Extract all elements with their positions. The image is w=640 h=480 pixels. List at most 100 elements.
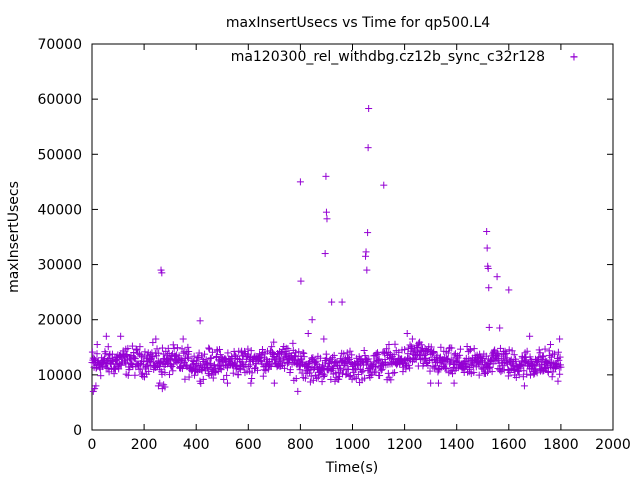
data-point	[309, 354, 317, 362]
data-point	[548, 373, 556, 381]
data-point	[546, 341, 554, 349]
data-point	[255, 357, 263, 365]
data-point	[211, 361, 219, 369]
data-point	[555, 356, 563, 364]
data-point	[220, 375, 228, 383]
x-tick-label: 1000	[335, 437, 371, 453]
data-point	[346, 372, 354, 380]
data-point	[510, 365, 518, 373]
data-point	[398, 346, 406, 354]
data-point	[426, 367, 434, 375]
data-point	[330, 363, 338, 371]
x-tick-label: 800	[287, 437, 314, 453]
data-point	[348, 351, 356, 359]
data-point	[300, 353, 308, 361]
data-point	[294, 387, 302, 395]
data-point	[143, 354, 151, 362]
data-point	[352, 375, 360, 383]
data-point	[320, 372, 328, 380]
data-point	[106, 357, 114, 365]
data-point	[343, 349, 351, 357]
data-point	[142, 362, 150, 370]
data-point	[197, 379, 205, 387]
data-point	[124, 371, 132, 379]
data-point	[153, 345, 161, 353]
y-axis-label: maxInsertUsecs	[6, 181, 22, 293]
data-point	[268, 343, 276, 351]
data-point	[185, 373, 193, 381]
data-point	[305, 359, 313, 367]
data-point	[200, 360, 208, 368]
data-point	[170, 360, 178, 368]
data-point	[270, 379, 278, 387]
legend-series-label: ma120300_rel_withdbg.cz12b_sync_c32r128	[231, 49, 545, 65]
data-point	[224, 349, 232, 357]
data-point	[93, 341, 101, 349]
data-point	[470, 368, 478, 376]
data-point	[512, 357, 520, 365]
data-point	[296, 178, 304, 186]
data-point	[434, 379, 442, 387]
data-point	[362, 252, 370, 260]
data-point	[554, 348, 562, 356]
data-point	[533, 357, 541, 365]
data-point	[184, 343, 192, 351]
data-point	[405, 355, 413, 363]
data-point	[500, 354, 508, 362]
x-tick-label: 400	[183, 437, 210, 453]
data-point	[363, 266, 371, 274]
data-point	[527, 356, 535, 364]
data-point	[171, 357, 179, 365]
y-tick-label: 20000	[37, 313, 82, 329]
data-point	[421, 354, 429, 362]
data-point	[208, 348, 216, 356]
data-point	[386, 354, 394, 362]
data-point	[102, 332, 110, 340]
data-point	[427, 379, 435, 387]
data-point	[406, 364, 414, 372]
data-point	[374, 351, 382, 359]
x-tick-label: 1400	[439, 437, 475, 453]
data-point	[423, 346, 431, 354]
data-point	[479, 354, 487, 362]
data-point	[133, 346, 141, 354]
data-point	[208, 365, 216, 373]
data-point	[497, 368, 505, 376]
data-point	[335, 361, 343, 369]
data-point	[362, 248, 370, 256]
data-point	[502, 359, 510, 367]
data-point	[508, 347, 516, 355]
y-tick-label: 0	[73, 423, 82, 439]
data-point	[539, 352, 547, 360]
data-point	[505, 346, 513, 354]
data-point	[475, 371, 483, 379]
data-point	[385, 341, 393, 349]
data-point	[541, 345, 549, 353]
data-point	[385, 349, 393, 357]
data-point	[340, 350, 348, 358]
data-point	[284, 345, 292, 353]
data-point	[383, 345, 391, 353]
data-point	[491, 346, 499, 354]
data-point	[191, 371, 199, 379]
data-point	[510, 351, 518, 359]
data-point	[358, 368, 366, 376]
data-point	[315, 365, 323, 373]
data-point	[124, 344, 132, 352]
data-point	[260, 366, 268, 374]
data-point	[414, 343, 422, 351]
legend-marker	[570, 53, 578, 61]
data-point	[531, 365, 539, 373]
data-point	[168, 351, 176, 359]
data-point	[316, 354, 324, 362]
data-point	[149, 358, 157, 366]
data-point	[367, 360, 375, 368]
data-point	[196, 317, 204, 325]
data-point	[253, 366, 261, 374]
data-point	[327, 375, 335, 383]
data-point	[173, 344, 181, 352]
data-point	[281, 364, 289, 372]
data-point	[292, 352, 300, 360]
data-point	[217, 366, 225, 374]
data-point	[111, 364, 119, 372]
